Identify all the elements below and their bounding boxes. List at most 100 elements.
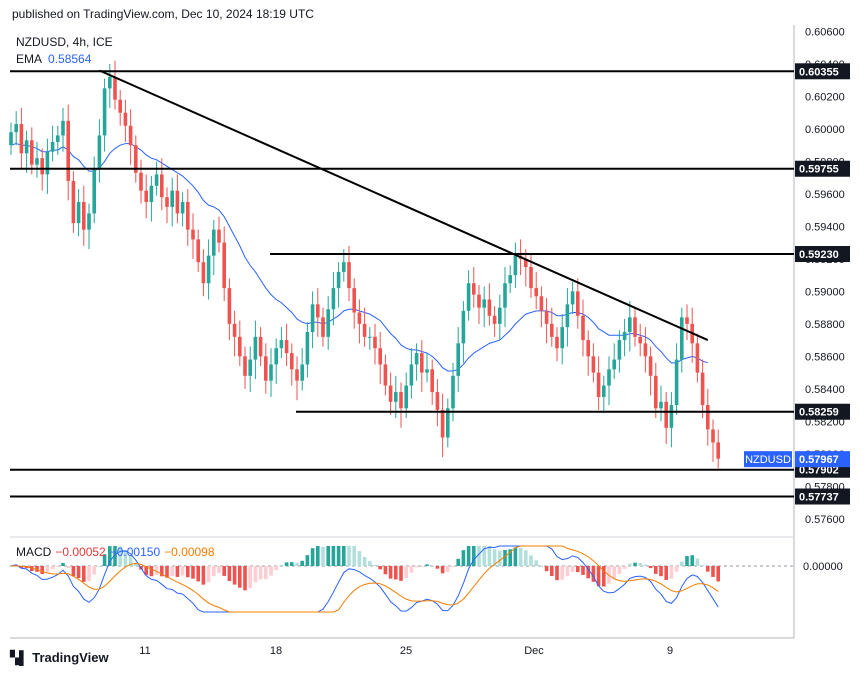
macd-histogram-bar xyxy=(102,554,107,566)
candle-body xyxy=(196,239,200,263)
macd-zero-label: 0.00000 xyxy=(803,561,843,573)
candle-body xyxy=(560,327,564,349)
candle-body xyxy=(680,317,684,360)
level-price-tag-text: 0.60355 xyxy=(799,66,839,78)
macd-histogram-bar xyxy=(232,566,237,585)
candle-body xyxy=(456,343,460,376)
candle-body xyxy=(472,283,476,295)
candle-body xyxy=(66,120,70,181)
candle-body xyxy=(160,174,164,198)
candle-body xyxy=(76,202,81,224)
candle-body xyxy=(14,124,18,133)
candle-body xyxy=(378,348,382,365)
candle-body xyxy=(186,202,190,230)
macd-histogram-bar xyxy=(430,565,434,567)
candle-body xyxy=(368,336,372,338)
macd-histogram-bar xyxy=(82,566,86,582)
macd-histogram-bar xyxy=(466,546,471,566)
candle-body xyxy=(326,309,330,337)
candle-body xyxy=(461,310,466,344)
macd-histogram-bar xyxy=(425,564,429,566)
candle-body xyxy=(9,132,13,146)
macd-histogram-bar xyxy=(149,566,154,577)
candle-body xyxy=(492,315,497,324)
trendline[interactable] xyxy=(98,69,709,342)
candle-body xyxy=(154,174,159,186)
y-tick-label: 0.60000 xyxy=(805,124,845,136)
macd-pane: 0.00000 xyxy=(9,545,843,613)
macd-histogram-bar xyxy=(659,566,663,577)
candle-body xyxy=(607,369,611,386)
candle-body xyxy=(581,315,585,341)
macd-histogram-bar xyxy=(290,562,294,566)
candle-body xyxy=(144,190,148,203)
macd-legend[interactable]: MACD −0.00052 −0.00150 −0.00098 xyxy=(16,545,215,559)
macd-histogram-bar xyxy=(560,566,564,580)
time-axis[interactable]: 11 18 25 Dec 9 xyxy=(139,645,673,657)
macd-histogram-bar xyxy=(440,566,445,574)
horizontal-levels[interactable] xyxy=(10,70,794,498)
level-price-tag xyxy=(795,246,850,263)
macd-histogram-bar xyxy=(92,566,96,575)
macd-histogram-bar xyxy=(409,566,414,573)
candle-body xyxy=(383,364,388,386)
candle-body xyxy=(128,125,133,146)
macd-histogram-bar xyxy=(279,564,284,566)
candles xyxy=(9,60,720,469)
macd-histogram-bar xyxy=(196,566,200,582)
macd-histogram-bar xyxy=(201,566,206,585)
macd-histogram-bar xyxy=(336,546,341,566)
macd-legend-label: MACD xyxy=(16,545,52,559)
candle-body xyxy=(539,296,544,311)
candle-body xyxy=(232,323,237,337)
candle-body xyxy=(316,304,320,318)
candle-body xyxy=(180,202,185,214)
macd-histogram-bar xyxy=(617,566,622,574)
published-caption: published on TradingView.com, Dec 10, 20… xyxy=(12,7,314,21)
macd-histogram-bar xyxy=(170,566,174,576)
candle-body xyxy=(695,343,700,373)
price-axis[interactable]: 0.606000.604000.602000.600000.598000.596… xyxy=(805,26,845,525)
candle-body xyxy=(659,401,663,409)
macd-histogram-bar xyxy=(633,562,637,566)
macd-histogram-bar xyxy=(544,566,549,572)
candle-body xyxy=(430,369,434,393)
candle-body xyxy=(149,185,154,203)
macd-histogram-bar xyxy=(123,549,128,566)
candle-body xyxy=(586,340,590,357)
y-tick-label: 0.59400 xyxy=(805,221,845,233)
candle-body xyxy=(347,262,351,289)
candle-body xyxy=(264,356,268,381)
candle-body xyxy=(279,340,284,349)
price-tags: 0.60355 0.59755 0.59230 0.58259 0.57902 0.577… xyxy=(744,63,850,505)
candle-body xyxy=(35,158,39,165)
macd-histogram-bar xyxy=(700,564,705,566)
ema-legend[interactable]: EMA 0.58564 xyxy=(16,52,91,66)
level-price-tag-text: 0.59755 xyxy=(799,164,839,176)
candle-body xyxy=(134,145,138,173)
macd-histogram-bar xyxy=(518,547,523,566)
candle-body xyxy=(451,375,455,409)
candle-body xyxy=(321,317,325,337)
macd-histogram-bar xyxy=(534,560,538,566)
macd-histogram-bar xyxy=(420,566,424,567)
candle-body xyxy=(404,385,408,409)
candle-body xyxy=(466,283,471,311)
candle-body xyxy=(414,353,419,365)
macd-histogram-bar xyxy=(680,561,684,566)
macd-histogram-bar xyxy=(706,566,710,572)
symbol-legend[interactable]: NZDUSD, 4h, ICE xyxy=(16,35,113,49)
macd-histogram-bar xyxy=(76,566,81,579)
macd-histogram-bar xyxy=(118,546,122,566)
macd-histogram-bar xyxy=(664,566,668,581)
candle-body xyxy=(290,353,294,370)
macd-histogram-bar xyxy=(373,564,377,566)
candle-body xyxy=(61,120,65,136)
candle-body xyxy=(529,267,533,289)
macd-histogram-bar xyxy=(612,566,616,580)
level-price-tag xyxy=(795,488,850,505)
macd-histogram-bar xyxy=(87,566,91,582)
macd-histogram-bar xyxy=(35,566,39,572)
candle-body xyxy=(92,169,96,214)
